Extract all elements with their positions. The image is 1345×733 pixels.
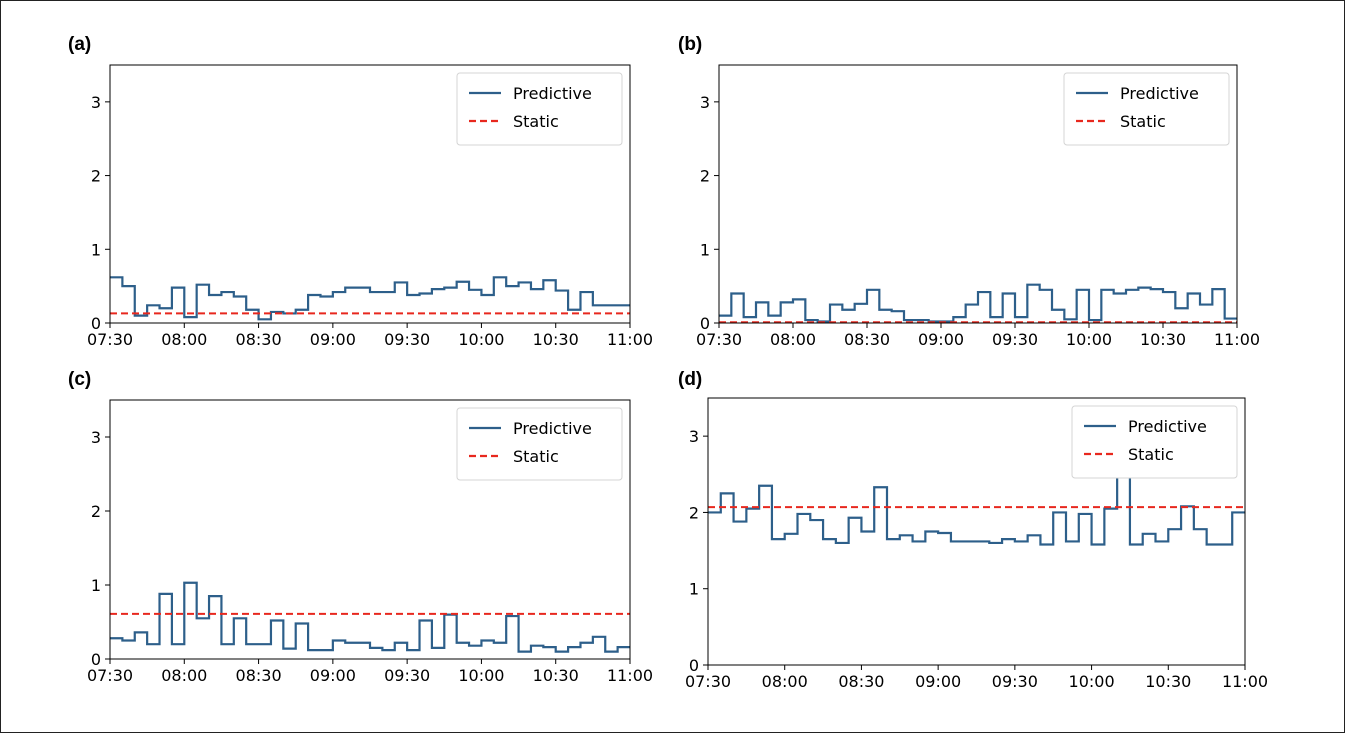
y-tick-label: 3	[700, 93, 710, 112]
predictive-series-line	[110, 276, 630, 321]
x-tick-label: 09:00	[915, 672, 961, 691]
panel-label-c: (c)	[68, 369, 92, 390]
legend-label-static: Static	[1128, 445, 1174, 464]
y-tick-label: 3	[91, 93, 101, 112]
legend-box	[1063, 72, 1230, 146]
x-tick-label: 08:00	[762, 672, 808, 691]
legend-label-predictive: Predictive	[513, 84, 592, 103]
x-tick-label: 08:30	[844, 330, 890, 349]
x-tick-label: 10:00	[458, 330, 504, 349]
x-tick-label: 08:00	[161, 666, 207, 685]
y-tick-label: 0	[700, 314, 710, 333]
legend-label-predictive: Predictive	[513, 419, 592, 438]
x-tick-label: 09:00	[918, 330, 964, 349]
legend-box	[456, 407, 623, 481]
y-tick-label: 2	[91, 502, 101, 521]
x-tick-label: 10:30	[533, 330, 579, 349]
predictive-series-line	[719, 283, 1237, 323]
legend-label-static: Static	[513, 112, 559, 131]
y-tick-label: 0	[689, 656, 699, 675]
chart-panel-2: 07:30 08:00 08:30 09:00 09:30 10:00 10:30 11:00…	[87, 399, 653, 685]
plot-area-frame	[109, 399, 631, 660]
x-tick-label: 09:00	[310, 330, 356, 349]
x-tick-label: 08:30	[838, 672, 884, 691]
x-tick-label: 11:00	[1214, 330, 1260, 349]
legend-box	[456, 72, 623, 146]
panel-label-d: (d)	[678, 369, 703, 390]
y-tick-label: 3	[689, 427, 699, 446]
plot-area-frame	[718, 64, 1238, 324]
y-tick-label: 0	[91, 650, 101, 669]
y-tick-label: 2	[689, 503, 699, 522]
x-tick-label: 11:00	[1222, 672, 1268, 691]
plot-area-frame	[707, 397, 1246, 666]
x-tick-label: 10:00	[458, 666, 504, 685]
y-tick-label: 1	[91, 240, 101, 259]
chart-panel-0: 07:30 08:00 08:30 09:00 09:30 10:00 10:30 11:00…	[87, 64, 653, 349]
x-tick-label: 09:30	[384, 330, 430, 349]
x-tick-label: 10:00	[1069, 672, 1115, 691]
y-tick-label: 2	[700, 167, 710, 186]
x-tick-label: 07:30	[87, 666, 133, 685]
y-tick-label: 1	[700, 240, 710, 259]
legend-label-static: Static	[1120, 112, 1166, 131]
plot-area-frame	[109, 64, 631, 324]
legend-label-predictive: Predictive	[1120, 84, 1199, 103]
x-tick-label: 07:30	[87, 330, 133, 349]
legend: Predictive Static	[456, 407, 623, 481]
x-tick-label: 09:30	[992, 330, 1038, 349]
y-tick-label: 0	[91, 314, 101, 333]
x-tick-label: 07:30	[696, 330, 742, 349]
x-tick-label: 08:00	[161, 330, 207, 349]
legend-box	[1071, 405, 1238, 479]
legend: Predictive Static	[1063, 72, 1230, 146]
x-tick-label: 07:30	[685, 672, 731, 691]
x-tick-label: 09:00	[310, 666, 356, 685]
legend-label-static: Static	[513, 447, 559, 466]
x-tick-label: 11:00	[607, 666, 653, 685]
x-tick-label: 08:30	[236, 330, 282, 349]
x-tick-label: 10:30	[1140, 330, 1186, 349]
chart-panel-1: 07:30 08:00 08:30 09:00 09:30 10:00 10:30 11:00…	[696, 64, 1260, 349]
x-tick-label: 09:30	[384, 666, 430, 685]
y-tick-label: 1	[689, 580, 699, 599]
predictive-series-line	[110, 581, 630, 653]
x-tick-label: 10:30	[533, 666, 579, 685]
x-tick-label: 08:30	[236, 666, 282, 685]
x-tick-label: 11:00	[607, 330, 653, 349]
chart-panel-3: 07:30 08:00 08:30 09:00 09:30 10:00 10:30 11:00…	[685, 397, 1268, 691]
x-tick-label: 09:30	[992, 672, 1038, 691]
y-tick-label: 1	[91, 576, 101, 595]
y-tick-label: 2	[91, 167, 101, 186]
panel-label-a: (a)	[68, 34, 92, 55]
x-tick-label: 10:30	[1145, 672, 1191, 691]
y-tick-label: 3	[91, 428, 101, 447]
legend: Predictive Static	[1071, 405, 1238, 479]
legend: Predictive Static	[456, 72, 623, 146]
x-tick-label: 08:00	[770, 330, 816, 349]
panel-label-b: (b)	[678, 34, 703, 55]
legend-label-predictive: Predictive	[1128, 417, 1207, 436]
predictive-series-line	[708, 469, 1245, 546]
x-tick-label: 10:00	[1066, 330, 1112, 349]
